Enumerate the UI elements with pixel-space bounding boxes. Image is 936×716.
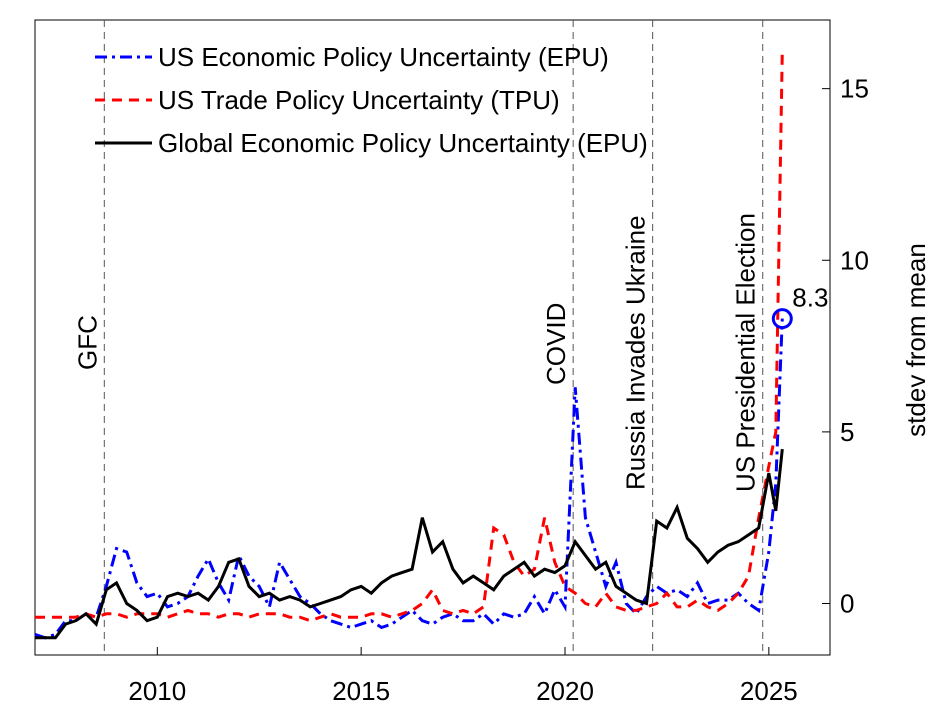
event-label: COVID [541,303,571,385]
plot-frame [34,19,831,656]
highlight-label: 8.3 [792,283,828,313]
series-line [35,448,784,640]
y-axis-label: stdev from mean [901,243,931,437]
event-label: Russia Invades Ukraine [621,215,651,490]
y-tick-label: 15 [840,74,869,104]
highlight-marker [771,308,793,330]
x-tick-label: 2010 [128,676,186,706]
series-line [34,318,784,640]
x-tick-label: 2025 [740,676,798,706]
legend-label: Global Economic Policy Uncertainty (EPU) [158,128,648,158]
legend-label: US Economic Policy Uncertainty (EPU) [158,42,609,72]
event-label: GFC [72,315,102,370]
y-tick-label: 0 [840,589,854,619]
series-line [35,50,784,623]
y-tick-label: 5 [840,417,854,447]
x-tick-label: 2015 [332,676,390,706]
y-tick-label: 10 [840,245,869,275]
x-tick-label: 2020 [536,676,594,706]
legend-label: US Trade Policy Uncertainty (TPU) [158,85,560,115]
event-label: US Presidential Election [731,213,761,492]
